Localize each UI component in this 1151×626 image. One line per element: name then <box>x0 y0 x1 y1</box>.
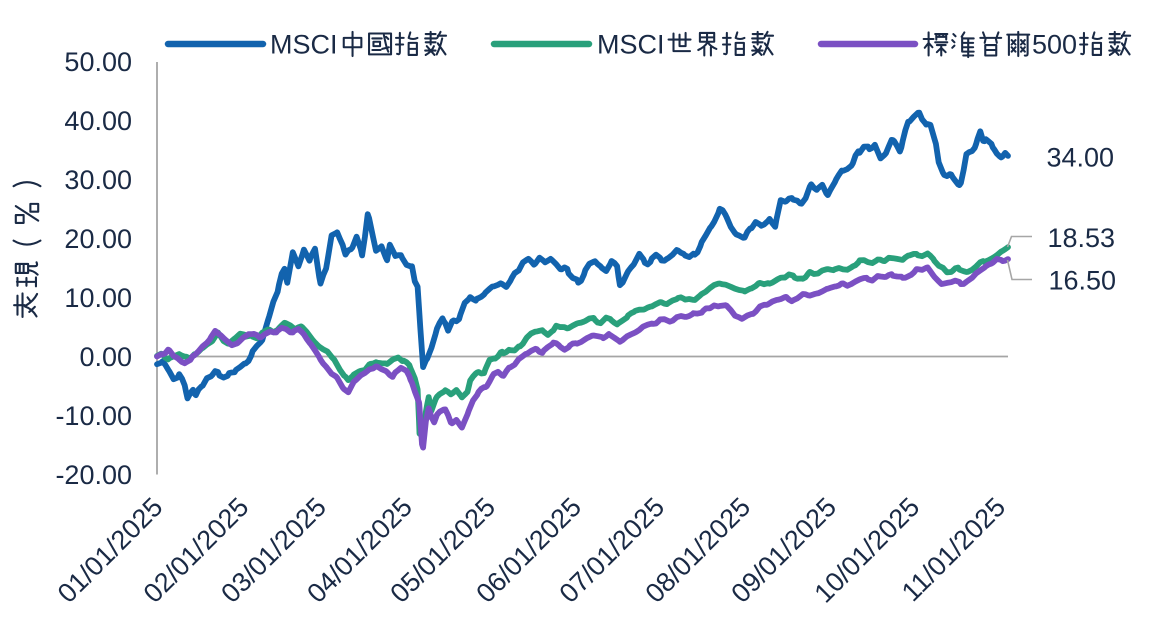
svg-text:-10.00: -10.00 <box>55 401 132 431</box>
svg-text:16.50: 16.50 <box>1049 266 1117 296</box>
svg-text:30.00: 30.00 <box>64 165 132 195</box>
svg-text:10.00: 10.00 <box>64 283 132 313</box>
svg-text:500: 500 <box>1032 30 1077 60</box>
svg-text:0.00: 0.00 <box>79 342 132 372</box>
svg-text:-20.00: -20.00 <box>55 460 132 490</box>
svg-text:50.00: 50.00 <box>64 47 132 77</box>
svg-text:MSCI: MSCI <box>270 30 338 60</box>
svg-text:18.53: 18.53 <box>1048 223 1116 253</box>
svg-text:40.00: 40.00 <box>64 106 132 136</box>
svg-text:MSCI: MSCI <box>597 30 665 60</box>
svg-text:20.00: 20.00 <box>64 224 132 254</box>
svg-text:34.00: 34.00 <box>1047 143 1115 173</box>
